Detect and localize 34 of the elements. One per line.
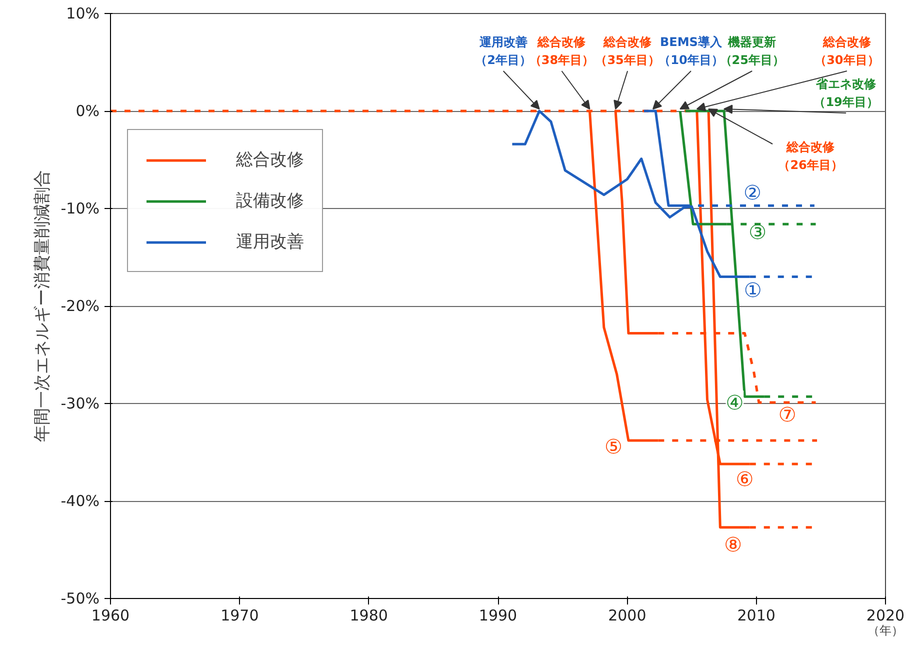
y-tick-label: -10% bbox=[60, 200, 100, 218]
annotation: ④ bbox=[726, 390, 744, 415]
y-tick-label: 0% bbox=[76, 102, 100, 120]
x-tick-label: 2000 bbox=[608, 606, 646, 624]
annotation: ⑧ bbox=[724, 532, 742, 556]
y-tick-label: -40% bbox=[60, 492, 100, 510]
annotation: 総合改修（38年目） bbox=[529, 34, 594, 68]
annotation: ⑤ bbox=[604, 434, 622, 459]
x-tick-label: 1980 bbox=[350, 606, 388, 624]
y-tick-label: -50% bbox=[60, 590, 100, 608]
y-tick-label: 10% bbox=[66, 4, 100, 22]
x-tick-label: 1970 bbox=[220, 606, 259, 624]
x-tick-label: 2020 bbox=[866, 606, 905, 624]
x-tick-label: 1960 bbox=[91, 606, 130, 624]
legend-label: 運用改善 bbox=[236, 231, 304, 253]
annotation: ② bbox=[743, 180, 762, 205]
x-tick-label: 2010 bbox=[737, 606, 776, 624]
x-tick-label: 1990 bbox=[478, 606, 518, 624]
annotation: ③ bbox=[748, 220, 767, 244]
annotation: 総合改修（26年目） bbox=[778, 140, 843, 172]
annotation: ⑥ bbox=[736, 466, 754, 491]
annotation: 省エネ改修（19年目） bbox=[814, 76, 878, 110]
y-tick-label: -20% bbox=[60, 297, 100, 315]
y-axis-title: 年間一次エネルギー消費量削減割合 bbox=[32, 170, 53, 442]
legend-label: 総合改修 bbox=[236, 149, 304, 171]
annotation: 運用改善（2年目） bbox=[475, 34, 532, 68]
annotation: ① bbox=[744, 278, 762, 302]
legend-label: 設備改修 bbox=[236, 190, 304, 212]
annotation: BEMS導入（10年目） bbox=[658, 34, 724, 68]
annotation: 総合改修（35年目） bbox=[595, 34, 660, 68]
y-tick-label: -30% bbox=[60, 394, 100, 412]
x-axis-title: （年） bbox=[868, 624, 904, 638]
annotation: 総合改修（30年目） bbox=[814, 34, 880, 68]
annotation: ⑦ bbox=[778, 402, 796, 427]
